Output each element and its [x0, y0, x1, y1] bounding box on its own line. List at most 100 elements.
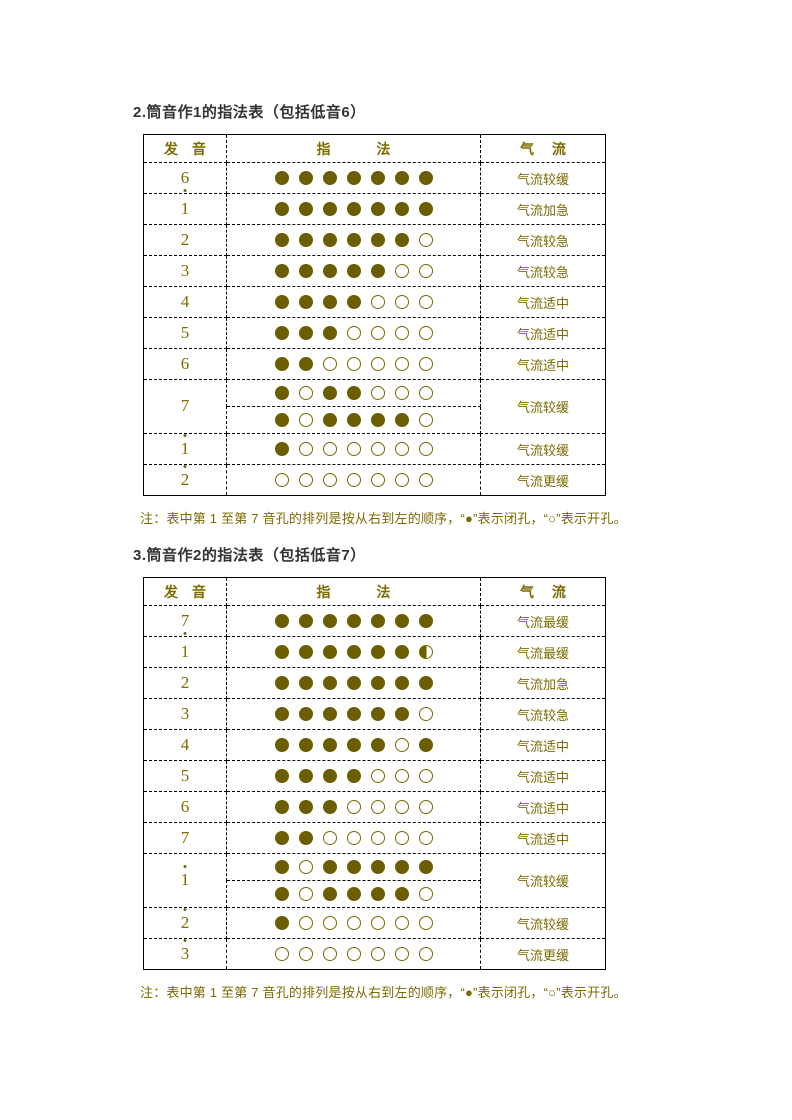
open-hole-icon: [418, 264, 433, 278]
closed-hole-icon: [274, 831, 289, 845]
closed-hole-icon: [394, 202, 409, 216]
open-hole-icon: [370, 295, 385, 309]
closed-hole-icon: [394, 171, 409, 185]
hole-row: [227, 769, 480, 783]
table-row: 4 气流适中: [143, 286, 606, 318]
open-hole-icon: [274, 947, 289, 961]
closed-hole-icon: [370, 645, 385, 659]
fingering-cell: [226, 317, 481, 349]
table-header-row: 发 音 指 法 气 流: [143, 577, 606, 606]
table-row: 2 气流较急: [143, 224, 606, 256]
fingering-cell: [226, 224, 481, 256]
closed-hole-icon: [346, 233, 361, 247]
closed-hole-icon: [274, 233, 289, 247]
open-hole-icon: [298, 473, 313, 487]
note-number: 5: [180, 765, 190, 785]
note-number: 3: [180, 943, 190, 963]
closed-hole-icon: [346, 413, 361, 427]
document-page: 2.筒音作1的指法表（包括低音6） 发 音 指 法 气 流 6 气流较缓 1 气流加急…: [0, 0, 792, 1001]
hole-row: [227, 800, 480, 814]
closed-hole-icon: [370, 614, 385, 628]
closed-hole-icon: [370, 202, 385, 216]
airflow-cell: 气流适中: [480, 822, 606, 854]
table-row: 3 气流较急: [143, 698, 606, 730]
open-hole-icon: [394, 386, 409, 400]
note-number: 2: [180, 672, 190, 692]
closed-hole-icon: [298, 202, 313, 216]
footnote-2: 注：表中第 1 至第 7 音孔的排列是按从右到左的顺序，“●”表示闭孔，“○”表…: [140, 985, 627, 1000]
note-cell: 1: [143, 853, 227, 908]
table-row: 1 气流较缓: [143, 433, 606, 465]
header-airflow: 气 流: [480, 134, 606, 163]
closed-hole-icon: [370, 707, 385, 721]
open-hole-icon: [322, 831, 337, 845]
closed-hole-icon: [418, 171, 433, 185]
airflow-cell: 气流较缓: [480, 379, 606, 434]
closed-hole-icon: [394, 233, 409, 247]
open-hole-icon: [346, 916, 361, 930]
closed-hole-icon: [274, 707, 289, 721]
closed-hole-icon: [322, 413, 337, 427]
closed-hole-icon: [370, 171, 385, 185]
hole-row: [227, 326, 480, 340]
hole-row: [227, 738, 480, 752]
open-hole-icon: [298, 947, 313, 961]
hole-row: [227, 295, 480, 309]
open-hole-icon: [394, 442, 409, 456]
hole-row: [227, 386, 480, 400]
note-cell: 2: [143, 464, 227, 496]
note-cell: 2: [143, 224, 227, 256]
airflow-cell: 气流较缓: [480, 853, 606, 908]
table-row: 6 气流适中: [143, 348, 606, 380]
fingering-cell: [226, 636, 481, 668]
table-row: [144, 880, 606, 908]
closed-hole-icon: [394, 645, 409, 659]
open-hole-icon: [418, 357, 433, 371]
fingering-table-1: 发 音 指 法 气 流 6 气流较缓 1 气流加急 2 气流较急 3 气流较急 4 气流适中 5 气流…: [143, 134, 606, 496]
open-hole-icon: [346, 442, 361, 456]
open-hole-icon: [418, 887, 433, 901]
open-hole-icon: [394, 800, 409, 814]
airflow-cell: 气流较缓: [480, 162, 606, 194]
note-cell: 6: [143, 348, 227, 380]
table-row: 5 气流适中: [143, 317, 606, 349]
closed-hole-icon: [322, 860, 337, 874]
open-hole-icon: [418, 916, 433, 930]
closed-hole-icon: [346, 707, 361, 721]
airflow-cell: 气流较缓: [480, 433, 606, 465]
closed-hole-icon: [274, 442, 289, 456]
closed-hole-icon: [322, 233, 337, 247]
table-row: 2 气流更缓: [143, 464, 606, 496]
closed-hole-icon: [346, 769, 361, 783]
hole-row: [227, 413, 480, 427]
closed-hole-icon: [274, 738, 289, 752]
closed-hole-icon: [298, 676, 313, 690]
closed-hole-icon: [322, 326, 337, 340]
table-row: 1 气流较缓: [143, 853, 606, 908]
note-number: 7: [180, 396, 190, 415]
closed-hole-icon: [298, 614, 313, 628]
fingering-cell: [226, 822, 481, 854]
closed-hole-icon: [274, 386, 289, 400]
open-hole-icon: [418, 947, 433, 961]
hole-row: [227, 947, 480, 961]
fingering-cell: [226, 162, 481, 194]
closed-hole-icon: [346, 738, 361, 752]
closed-hole-icon: [274, 769, 289, 783]
fingering-table-2: 发 音 指 法 气 流 7 气流最缓 1 气流最缓 2 气流加急 3 气流较急 4 气流适中 5 气流…: [143, 577, 606, 970]
note-number: 4: [180, 291, 190, 311]
open-hole-icon: [322, 947, 337, 961]
note-number: 1: [180, 198, 190, 218]
closed-hole-icon: [346, 171, 361, 185]
closed-hole-icon: [394, 413, 409, 427]
open-hole-icon: [418, 442, 433, 456]
hole-row: [227, 860, 480, 874]
open-hole-icon: [346, 831, 361, 845]
note-cell: 3: [143, 255, 227, 287]
open-hole-icon: [370, 357, 385, 371]
closed-hole-icon: [298, 831, 313, 845]
open-hole-icon: [418, 831, 433, 845]
open-hole-icon: [394, 738, 409, 752]
fingering-cell: [226, 255, 481, 287]
closed-hole-icon: [394, 860, 409, 874]
